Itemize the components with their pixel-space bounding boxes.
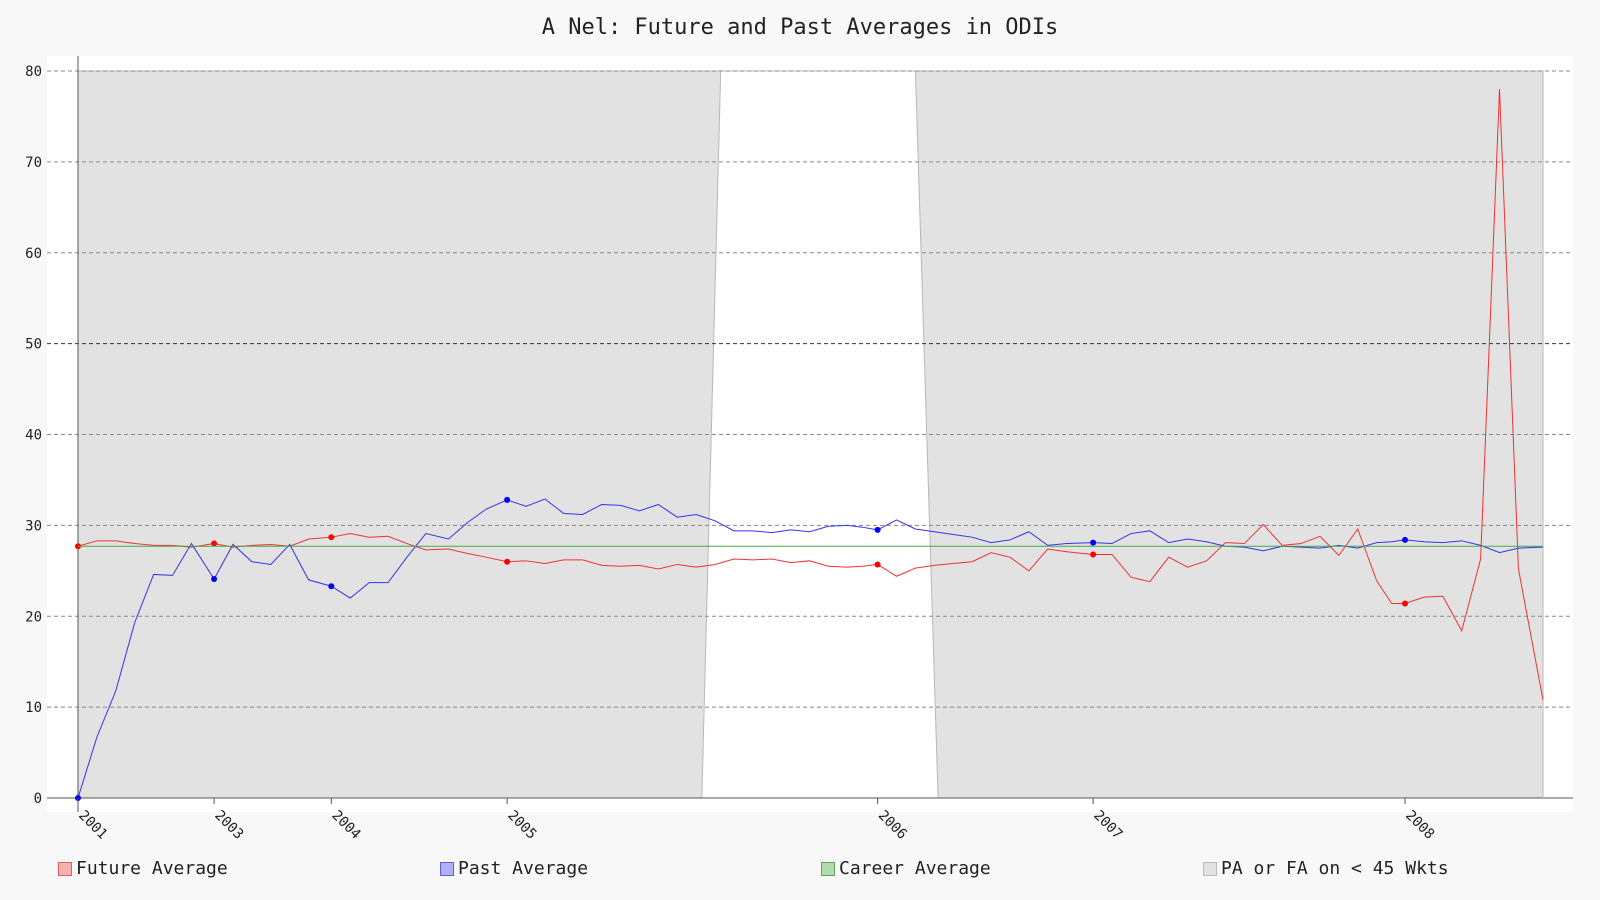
series-line-past-average: [77, 498, 1544, 799]
data-point-past-average: [504, 496, 511, 503]
legend-item-shaded-region[interactable]: PA or FA on < 45 Wkts: [1203, 858, 1449, 879]
x-tick-label: 2003: [211, 808, 246, 843]
legend: Future Average Past Average Career Avera…: [0, 858, 1600, 882]
y-tick-labels: 0 10 20 30 40 50 60 70 80: [25, 64, 42, 807]
data-point-future-average: [1090, 551, 1097, 558]
series-line-future-average: [77, 89, 1544, 700]
data-point-past-average: [1402, 536, 1409, 543]
legend-swatch-future: [58, 861, 72, 876]
axes: [47, 56, 1573, 812]
data-point-future-average: [504, 558, 511, 565]
legend-item-future-average[interactable]: Future Average: [58, 858, 228, 879]
legend-label-past: Past Average: [458, 858, 589, 879]
y-tick-label: 0: [34, 791, 42, 807]
legend-label-career: Career Average: [839, 858, 991, 879]
legend-label-shaded: PA or FA on < 45 Wkts: [1221, 858, 1449, 879]
y-tick-label: 10: [25, 700, 42, 716]
gridlines: [47, 70, 1573, 708]
y-tick-label: 30: [25, 518, 42, 534]
legend-swatch-career: [821, 861, 835, 876]
data-point-future-average: [874, 561, 881, 568]
y-tick-label: 50: [25, 337, 42, 353]
x-tick-label: 2001: [75, 808, 110, 843]
x-tick-label: 2007: [1090, 808, 1125, 843]
data-point-past-average: [874, 526, 881, 533]
x-tick-label: 2005: [504, 808, 539, 843]
legend-swatch-shaded: [1203, 861, 1217, 876]
data-point-future-average: [1402, 600, 1409, 607]
y-tick-label: 60: [25, 246, 42, 262]
x-tick-label: 2006: [875, 808, 910, 843]
legend-item-career-average[interactable]: Career Average: [821, 858, 991, 879]
legend-label-future: Future Average: [76, 858, 228, 879]
data-point-future-average: [211, 540, 218, 547]
x-tick-label: 2008: [1402, 808, 1437, 843]
data-point-future-average: [328, 534, 335, 541]
y-tick-label: 20: [25, 609, 42, 625]
x-tick-label: 2004: [328, 808, 363, 843]
series-lines: [75, 89, 1544, 801]
data-point-past-average: [211, 575, 218, 582]
legend-item-past-average[interactable]: Past Average: [440, 858, 588, 879]
data-point-past-average: [1090, 539, 1097, 546]
data-point-past-average: [328, 583, 335, 590]
y-tick-label: 70: [25, 155, 42, 171]
legend-swatch-past: [440, 861, 454, 876]
y-tick-label: 40: [25, 428, 42, 444]
chart-title: A Nel: Future and Past Averages in ODIs: [542, 15, 1059, 40]
y-tick-label: 80: [25, 64, 42, 80]
